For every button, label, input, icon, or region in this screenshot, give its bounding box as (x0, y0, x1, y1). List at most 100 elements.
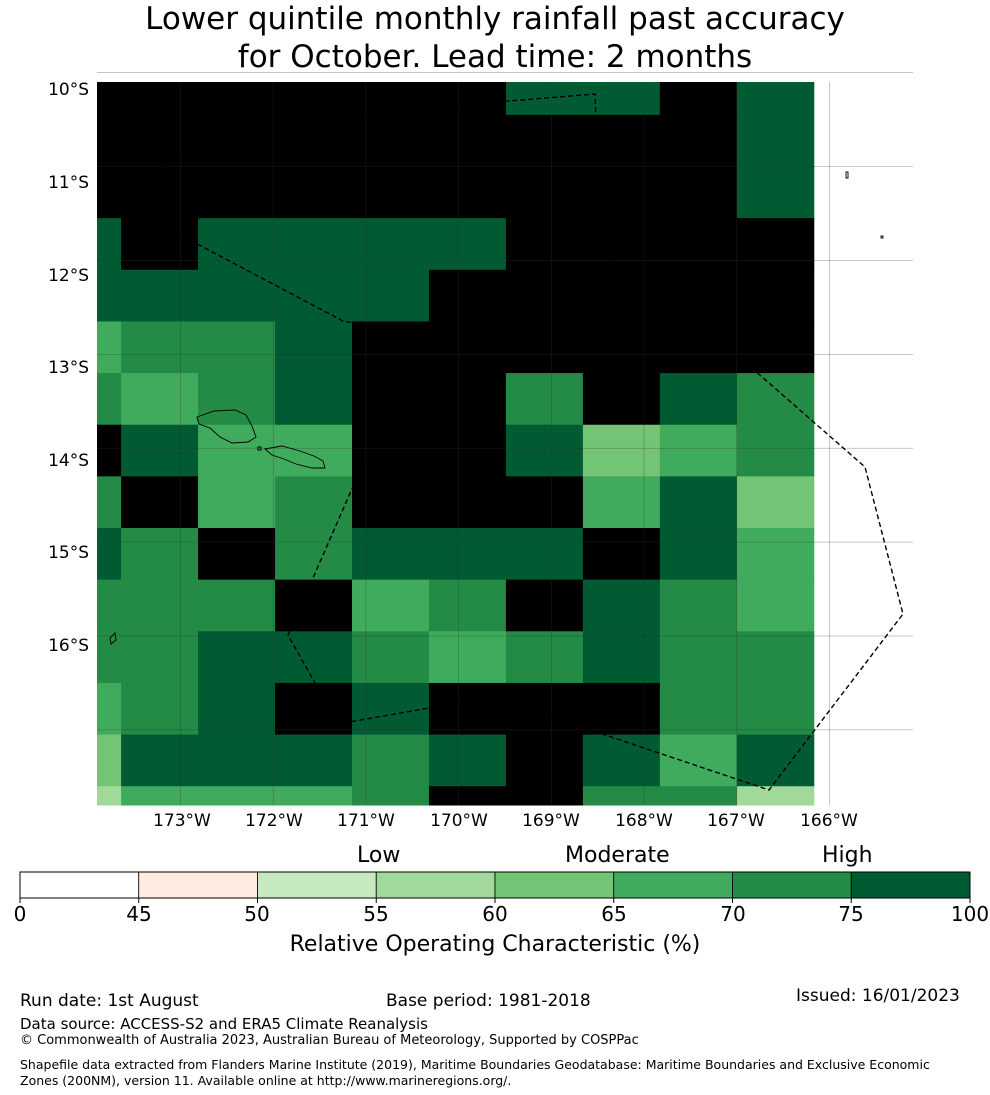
grid-cell (659, 424, 738, 477)
grid-cell (428, 269, 507, 322)
base-period: Base period: 1981-2018 (386, 991, 591, 1011)
grid-cell (97, 218, 122, 271)
grid-cell (659, 682, 738, 736)
grid-cell (121, 166, 199, 219)
category-high: High (822, 843, 873, 868)
tau-island (499, 482, 510, 488)
grid-cell (582, 682, 661, 736)
grid-cell (352, 631, 430, 684)
lat-label-15s: 15°S (48, 543, 89, 563)
grid-cell (121, 82, 199, 116)
grid-cell (121, 682, 199, 736)
grid-cell (352, 734, 430, 787)
grid-cell (198, 114, 276, 168)
grid-cell (275, 269, 353, 322)
grid-cell (275, 166, 353, 219)
tick-75: 75 (838, 902, 864, 926)
colorbar-segment (19, 871, 140, 899)
grid-cell (428, 373, 507, 426)
savaii-island (196, 409, 257, 444)
grid-cell (121, 528, 199, 581)
lat-label-10s: 10°S (48, 80, 89, 100)
grid-cell (505, 682, 584, 736)
grid-cell (97, 269, 122, 322)
colorbar-segment (138, 871, 258, 899)
colorbar-segment (257, 871, 377, 899)
grid-cell (352, 166, 430, 219)
lon-label-166w: 166°W (800, 811, 858, 831)
grid-cell (97, 321, 122, 374)
grid-cell (582, 321, 661, 374)
grid-cell (97, 579, 122, 632)
grid-cell (582, 631, 661, 684)
grid-cell (352, 269, 430, 322)
grid-cell (736, 682, 815, 736)
grid-cell (97, 373, 122, 426)
grid-cell (97, 734, 122, 787)
grid-cell (198, 82, 276, 116)
colorbar-segment (850, 871, 971, 899)
lon-label-172w: 172°W (245, 811, 303, 831)
grid-cell (428, 321, 507, 374)
grid-cell (275, 321, 353, 374)
grid-cell (659, 373, 738, 426)
grid-cell (198, 631, 276, 684)
grid-cell (659, 269, 738, 322)
colorbar-segment (375, 871, 496, 899)
grid-cell (352, 682, 430, 736)
grid-cell (275, 734, 353, 787)
grid-cell (505, 114, 584, 168)
grid-cell (736, 82, 815, 116)
tick-70: 70 (720, 902, 746, 926)
grid-cell (428, 82, 507, 116)
grid-cell (198, 166, 276, 219)
grid-cell (659, 82, 738, 116)
rose-atoll (880, 235, 884, 239)
grid-cell (736, 269, 815, 322)
grid-cell (659, 321, 738, 374)
coastlines (109, 171, 884, 645)
grid-cell (121, 476, 199, 529)
data-source: Data source: ACCESS-S2 and ERA5 Climate … (20, 1015, 428, 1033)
grid-cell (428, 476, 507, 529)
grid-cell (352, 321, 430, 374)
grid-cell (582, 734, 661, 787)
grid-cell (659, 631, 738, 684)
accuracy-grid (97, 82, 815, 806)
grid-cell (97, 424, 122, 477)
grid-cell (659, 114, 738, 168)
grid-cell (659, 786, 738, 806)
grid-cell (198, 682, 276, 736)
grid-cell (582, 218, 661, 271)
grid-cell (736, 373, 815, 426)
grid-cell (121, 269, 199, 322)
grid-cell (275, 82, 353, 116)
grid-cell (121, 579, 199, 632)
grid-cell (121, 631, 199, 684)
colorbar-segment (613, 871, 733, 899)
grid-cell (275, 528, 353, 581)
colorbar-segment (494, 871, 615, 899)
lon-label-169w: 169°W (522, 811, 580, 831)
grid-cell (505, 579, 584, 632)
grid-cell (736, 476, 815, 529)
map-title: Lower quintile monthly rainfall past acc… (145, 1, 845, 75)
category-moderate: Moderate (565, 843, 670, 868)
grid-cell (198, 579, 276, 632)
grid-cell (736, 786, 815, 806)
grid-cell (736, 218, 815, 271)
grid-cell (428, 528, 507, 581)
category-low: Low (357, 843, 401, 868)
grid-cell (198, 373, 276, 426)
colorbar-title: Relative Operating Characteristic (%) (289, 932, 701, 957)
grid-cell (505, 218, 584, 271)
grid-cell (582, 579, 661, 632)
grid-cell (736, 579, 815, 632)
grid-cell (505, 373, 584, 426)
grid-cell (659, 528, 738, 581)
grid-cell (198, 528, 276, 581)
grid-cell (198, 321, 276, 374)
grid-cell (121, 321, 199, 374)
tick-55: 55 (363, 902, 389, 926)
grid-cell (198, 734, 276, 787)
